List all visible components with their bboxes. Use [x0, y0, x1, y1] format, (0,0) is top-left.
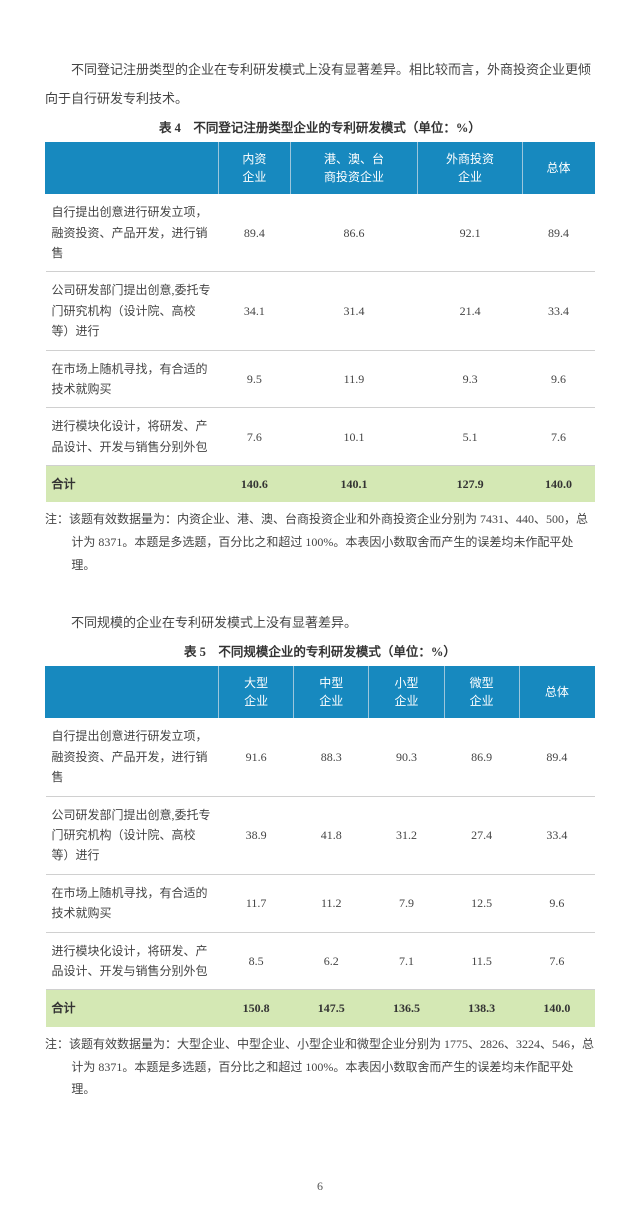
table5-cell: 38.9 [219, 796, 294, 874]
table5-header-cell: 小型企业 [369, 666, 444, 718]
table4-row-label: 在市场上随机寻找，有合适的技术就购买 [46, 350, 219, 408]
table4-header-cell: 总体 [523, 142, 595, 194]
table4-header-row: 内资企业港、澳、台商投资企业外商投资企业总体 [46, 142, 595, 194]
table5-header-cell [46, 666, 219, 718]
table4-header-cell: 内资企业 [219, 142, 291, 194]
table5-header-cell: 中型企业 [294, 666, 369, 718]
table4-total-cell: 127.9 [418, 466, 523, 503]
table4-cell: 10.1 [290, 408, 417, 466]
table5-total-cell: 147.5 [294, 990, 369, 1027]
table4-total-cell: 140.0 [523, 466, 595, 503]
table4-cell: 9.3 [418, 350, 523, 408]
table5-cell: 86.9 [444, 718, 519, 796]
table5-cell: 11.5 [444, 932, 519, 990]
table4-note: 注：该题有效数据量为：内资企业、港、澳、台商投资企业和外商投资企业分别为 743… [45, 508, 595, 576]
table5-total-cell: 138.3 [444, 990, 519, 1027]
table4-header-cell [46, 142, 219, 194]
table5-row-label: 公司研发部门提出创意,委托专门研究机构（设计院、高校等）进行 [46, 796, 219, 874]
table5-cell: 9.6 [519, 874, 594, 932]
table5-cell: 11.2 [294, 874, 369, 932]
table5: 大型企业中型企业小型企业微型企业总体 自行提出创意进行研发立项，融资投资、产品开… [45, 666, 595, 1026]
table4-cell: 11.9 [290, 350, 417, 408]
table5-cell: 33.4 [519, 796, 594, 874]
table4-total-row: 合计140.6140.1127.9140.0 [46, 466, 595, 503]
page-container: 不同登记注册类型的企业在专利研发模式上没有显著差异。相比较而言，外商投资企业更倾… [0, 0, 640, 1224]
table4-row-label: 进行模块化设计，将研发、产品设计、开发与销售分别外包 [46, 408, 219, 466]
table5-cell: 12.5 [444, 874, 519, 932]
table5-cell: 89.4 [519, 718, 594, 796]
table5-cell: 6.2 [294, 932, 369, 990]
table5-header-row: 大型企业中型企业小型企业微型企业总体 [46, 666, 595, 718]
table4-row-label: 公司研发部门提出创意,委托专门研究机构（设计院、高校等）进行 [46, 272, 219, 350]
table5-total-label: 合计 [46, 990, 219, 1027]
table4-cell: 7.6 [523, 408, 595, 466]
table5-row: 公司研发部门提出创意,委托专门研究机构（设计院、高校等）进行38.941.831… [46, 796, 595, 874]
table5-header-cell: 微型企业 [444, 666, 519, 718]
table5-header-cell: 大型企业 [219, 666, 294, 718]
table5-total-row: 合计150.8147.5136.5138.3140.0 [46, 990, 595, 1027]
table4-header-cell: 外商投资企业 [418, 142, 523, 194]
table5-header-cell: 总体 [519, 666, 594, 718]
table4: 内资企业港、澳、台商投资企业外商投资企业总体 自行提出创意进行研发立项，融资投资… [45, 142, 595, 502]
table5-cell: 90.3 [369, 718, 444, 796]
table5-row-label: 自行提出创意进行研发立项，融资投资、产品开发，进行销售 [46, 718, 219, 796]
table5-cell: 7.6 [519, 932, 594, 990]
table4-cell: 21.4 [418, 272, 523, 350]
table4-cell: 9.5 [219, 350, 291, 408]
table4-cell: 92.1 [418, 194, 523, 272]
table5-note: 注：该题有效数据量为：大型企业、中型企业、小型企业和微型企业分别为 1775、2… [45, 1033, 595, 1101]
table4-cell: 7.6 [219, 408, 291, 466]
table5-total-cell: 150.8 [219, 990, 294, 1027]
table4-row: 在市场上随机寻找，有合适的技术就购买9.511.99.39.6 [46, 350, 595, 408]
table5-row: 在市场上随机寻找，有合适的技术就购买11.711.27.912.59.6 [46, 874, 595, 932]
table5-row-label: 进行模块化设计，将研发、产品设计、开发与销售分别外包 [46, 932, 219, 990]
table5-cell: 7.9 [369, 874, 444, 932]
table4-total-cell: 140.1 [290, 466, 417, 503]
table5-caption: 表 5 不同规模企业的专利研发模式（单位：%） [45, 641, 595, 660]
table4-row: 自行提出创意进行研发立项，融资投资、产品开发，进行销售89.486.692.18… [46, 194, 595, 272]
intro-paragraph-1: 不同登记注册类型的企业在专利研发模式上没有显著差异。相比较而言，外商投资企业更倾… [45, 56, 595, 113]
table4-row: 进行模块化设计，将研发、产品设计、开发与销售分别外包7.610.15.17.6 [46, 408, 595, 466]
table5-total-cell: 140.0 [519, 990, 594, 1027]
table5-cell: 7.1 [369, 932, 444, 990]
table5-cell: 41.8 [294, 796, 369, 874]
table4-caption: 表 4 不同登记注册类型企业的专利研发模式（单位：%） [45, 117, 595, 136]
table4-cell: 33.4 [523, 272, 595, 350]
table4-cell: 31.4 [290, 272, 417, 350]
table4-total-cell: 140.6 [219, 466, 291, 503]
table4-cell: 89.4 [523, 194, 595, 272]
table5-cell: 88.3 [294, 718, 369, 796]
table5-cell: 31.2 [369, 796, 444, 874]
table5-row: 自行提出创意进行研发立项，融资投资、产品开发，进行销售91.688.390.38… [46, 718, 595, 796]
table4-header-cell: 港、澳、台商投资企业 [290, 142, 417, 194]
table5-cell: 91.6 [219, 718, 294, 796]
table5-cell: 11.7 [219, 874, 294, 932]
table5-cell: 8.5 [219, 932, 294, 990]
table4-row: 公司研发部门提出创意,委托专门研究机构（设计院、高校等）进行34.131.421… [46, 272, 595, 350]
page-number: 6 [45, 1179, 595, 1194]
table4-cell: 89.4 [219, 194, 291, 272]
table5-total-cell: 136.5 [369, 990, 444, 1027]
table4-cell: 5.1 [418, 408, 523, 466]
table4-cell: 86.6 [290, 194, 417, 272]
intro-paragraph-2: 不同规模的企业在专利研发模式上没有显著差异。 [45, 609, 595, 638]
table4-total-label: 合计 [46, 466, 219, 503]
table5-row: 进行模块化设计，将研发、产品设计、开发与销售分别外包8.56.27.111.57… [46, 932, 595, 990]
table4-cell: 34.1 [219, 272, 291, 350]
table4-cell: 9.6 [523, 350, 595, 408]
table5-cell: 27.4 [444, 796, 519, 874]
table5-row-label: 在市场上随机寻找，有合适的技术就购买 [46, 874, 219, 932]
table4-row-label: 自行提出创意进行研发立项，融资投资、产品开发，进行销售 [46, 194, 219, 272]
